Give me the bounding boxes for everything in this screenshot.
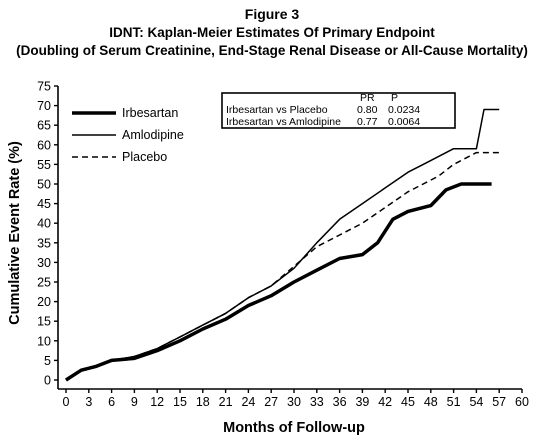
stats-row-1-pr: 0.80: [357, 104, 378, 116]
y-tick-label: 30: [37, 256, 51, 270]
x-tick-label: 21: [219, 395, 233, 409]
stats-row-1-label: Irbesartan vs Placebo: [226, 104, 328, 116]
stats-table: PR P Irbesartan vs Placebo 0.80 0.0234 I…: [221, 92, 456, 129]
x-tick-label: 12: [150, 395, 164, 409]
stats-row-2-p: 0.0064: [388, 116, 420, 128]
x-tick-label: 36: [333, 395, 347, 409]
x-tick-label: 48: [424, 395, 438, 409]
legend: Irbesartan Amlodipine Placebo: [72, 106, 184, 164]
x-tick-label: 30: [287, 395, 301, 409]
y-tick-label: 25: [37, 276, 51, 290]
stats-box: [221, 92, 456, 129]
stats-header-pr: PR: [360, 92, 375, 104]
x-tick-label: 33: [310, 395, 324, 409]
y-tick-label: 0: [44, 374, 51, 388]
x-tick-label: 3: [85, 395, 92, 409]
figure-label: Figure 3: [245, 6, 300, 22]
y-tick-label: 45: [37, 197, 51, 211]
x-tick-label: 15: [173, 395, 187, 409]
y-tick-label: 20: [37, 295, 51, 309]
y-tick-label: 15: [37, 315, 51, 329]
x-tick-label: 27: [264, 395, 278, 409]
series-line-placebo: [65, 151, 500, 381]
y-tick-label: 10: [37, 334, 51, 348]
series-lines: [65, 108, 500, 382]
x-tick-label: 18: [196, 395, 210, 409]
x-tick-label: 57: [492, 395, 506, 409]
x-tick-label: 24: [241, 395, 255, 409]
y-tick-label: 75: [37, 80, 51, 94]
x-tick-label: 51: [447, 395, 461, 409]
y-tick-label: 55: [37, 158, 51, 172]
y-axis-label: Cumulative Event Rate (%): [7, 141, 23, 325]
y-tick-label: 5: [44, 354, 51, 368]
legend-label-placebo: Placebo: [122, 150, 167, 164]
legend-label-irbesartan: Irbesartan: [122, 106, 178, 120]
x-tick-label: 60: [515, 395, 529, 409]
x-axis-label: Months of Follow-up: [223, 420, 365, 436]
y-tick-label: 65: [37, 119, 51, 133]
y-tick-label: 60: [37, 138, 51, 152]
x-tick-label: 54: [469, 395, 483, 409]
x-tick-label: 0: [63, 395, 70, 409]
x-tick-label: 45: [401, 395, 415, 409]
x-tick-label: 39: [355, 395, 369, 409]
legend-label-amlodipine: Amlodipine: [122, 128, 184, 142]
x-tick-label: 9: [131, 395, 138, 409]
stats-row-2-pr: 0.77: [357, 116, 378, 128]
y-tick-label: 50: [37, 178, 51, 192]
stats-row-1-p: 0.0234: [388, 104, 420, 116]
chart-title: IDNT: Kaplan-Meier Estimates Of Primary …: [109, 25, 435, 40]
stats-row-2-label: Irbesartan vs Amlodipine: [226, 116, 341, 128]
x-tick-label: 42: [378, 395, 392, 409]
y-tick-label: 40: [37, 217, 51, 231]
x-tick-label: 6: [108, 395, 115, 409]
series-line-irbesartan: [65, 182, 492, 382]
y-tick-label: 70: [37, 99, 51, 113]
chart-subtitle: (Doubling of Serum Creatinine, End-Stage…: [16, 43, 528, 58]
axes: [57, 86, 522, 390]
stats-header-p: P: [391, 92, 398, 104]
y-tick-label: 35: [37, 236, 51, 250]
